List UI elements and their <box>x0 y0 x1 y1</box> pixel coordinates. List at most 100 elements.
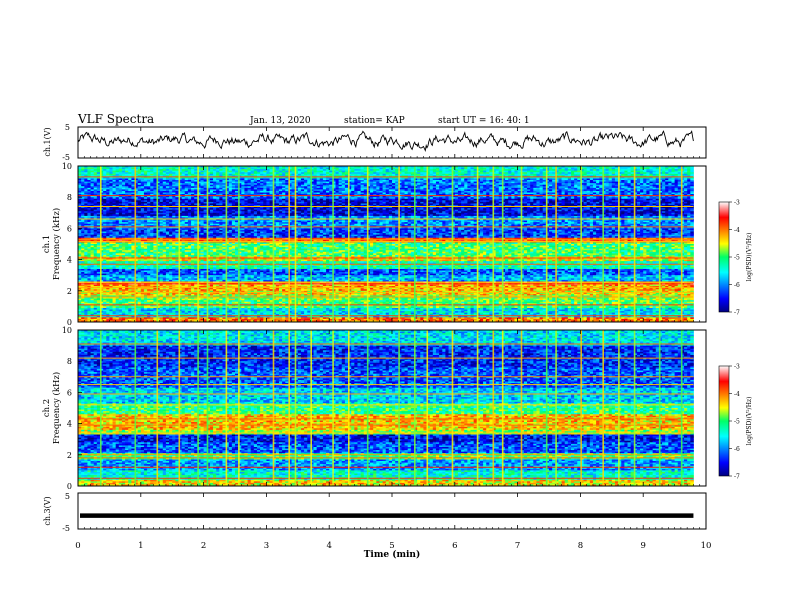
ch2-spectrogram-image <box>78 330 706 486</box>
ch1-spec-burst <box>226 166 228 322</box>
ch2-spec-ytick-label: 10 <box>62 326 72 335</box>
ch2-spec-burst <box>238 330 240 486</box>
ch3-ytick-bottom: -5 <box>62 524 70 533</box>
ch1-spec-burst <box>452 166 454 322</box>
ch2-spec-burst <box>273 330 275 486</box>
ch1-spec-burst <box>332 166 334 322</box>
ch1-spec-burst <box>555 166 557 322</box>
ch1-spec-burst <box>197 166 199 322</box>
ch1-spec-burst <box>348 166 350 322</box>
ch1-spec-burst <box>238 166 240 322</box>
start-time-label: start UT = 16: 40: 1 <box>438 116 530 126</box>
ch2-spec-burst <box>398 330 400 486</box>
ch2-spec-burst <box>135 330 137 486</box>
ch1-spec-burst <box>273 166 275 322</box>
ch2-spec-burst <box>179 330 181 486</box>
ch1-spec-burst <box>310 166 312 322</box>
ch2-spec-burst <box>332 330 334 486</box>
ch1-spec-ytick-label: 8 <box>67 193 72 202</box>
ch2-colorbar-label: log(PSD)(V²/Hz) <box>746 397 753 446</box>
ch1-spec-burst <box>477 166 479 322</box>
ch2-spec-burst <box>288 330 290 486</box>
ch1-spec-burst <box>288 166 290 322</box>
time-tick-label: 0 <box>75 541 80 551</box>
station-label: station= KAP <box>344 116 405 126</box>
ch1-spec-burst <box>295 166 297 322</box>
ch2-colorbar-tick-label: -6 <box>734 446 740 453</box>
ch2-spec-burst <box>555 330 557 486</box>
ch2-spec-burst <box>618 330 620 486</box>
ch1-spectrogram-image <box>78 166 706 322</box>
ch1-colorbar-label: log(PSD)(V²/Hz) <box>746 233 753 282</box>
ch1-spec-burst <box>367 166 369 322</box>
ch1-spec-burst <box>427 166 429 322</box>
vlf-figure: VLF Spectra Jan. 13, 2020 station= KAP s… <box>0 0 792 612</box>
ch2-spec-burst <box>427 330 429 486</box>
ch2-spec-ytick-label: 2 <box>67 451 72 460</box>
ch3-waveform-panel: 5 -5 ch.3(V) <box>43 492 706 533</box>
ch2-spec-burst <box>477 330 479 486</box>
ch3-ytick-top: 5 <box>65 492 70 501</box>
ch1-colorbar-tick-label: -7 <box>734 310 740 317</box>
ch1-colorbar-tick-label: -3 <box>734 200 740 207</box>
ch2-spec-ytick-label: 0 <box>67 482 72 491</box>
ch1-spec-burst <box>681 166 683 322</box>
ch2-spec-burst <box>157 330 159 486</box>
ch2-spec-ytick-label: 4 <box>67 420 72 429</box>
ch2-spec-burst <box>348 330 350 486</box>
ch1-colorbar-tick-label: -4 <box>734 227 740 234</box>
ch1-spec-burst <box>414 166 416 322</box>
ch2-colorbar-tick-label: -3 <box>734 364 740 371</box>
ch1-spec-ytick-label: 4 <box>67 256 72 265</box>
ch2-spec-burst <box>197 330 199 486</box>
ch2-spec-burst <box>681 330 683 486</box>
time-tick-label: 9 <box>640 541 645 551</box>
ch2-colorbar-tick-label: -4 <box>734 391 740 398</box>
ch2-spec-burst <box>634 330 636 486</box>
ch1-colorbar-tick-label: -5 <box>734 255 740 262</box>
figure-title: VLF Spectra <box>77 112 154 126</box>
ch3-ylabel: ch.3(V) <box>43 496 52 525</box>
time-tick-label: 7 <box>515 541 520 551</box>
ch2-spec-burst <box>226 330 228 486</box>
ch2-ylabel-frequency: Frequency (kHz) <box>51 372 62 444</box>
time-tick-label: 6 <box>452 541 457 551</box>
ch2-ylabel-channel: ch.2 <box>42 399 52 417</box>
ch3-waveform-frame <box>78 493 706 529</box>
ch2-spec-burst <box>602 330 604 486</box>
ch1-spec-ytick-label: 2 <box>67 287 72 296</box>
ch1-spec-burst <box>179 166 181 322</box>
ch2-spec-ytick-label: 6 <box>67 388 72 397</box>
ch2-colorbar-bar <box>719 366 729 476</box>
ch1-waveform-panel: 5 -5 ch.1(V) <box>43 123 706 162</box>
ch1-ylabel: ch.1(V) <box>43 127 52 156</box>
ch2-spec-burst <box>414 330 416 486</box>
time-tick-label: 8 <box>578 541 583 551</box>
ch2-spec-burst <box>367 330 369 486</box>
ch2-colorbar-tick-label: -5 <box>734 419 740 426</box>
time-tick-label: 10 <box>701 541 712 551</box>
ch2-spec-burst <box>521 330 523 486</box>
ch1-spec-burst <box>493 166 495 322</box>
time-axis-label: Time (min) <box>364 549 421 560</box>
ch1-colorbar-tick-label: -6 <box>734 282 740 289</box>
ch1-spec-burst <box>135 166 137 322</box>
ch2-spec-burst <box>502 330 504 486</box>
ch2-spec-burst <box>100 330 102 486</box>
ch2-spec-burst <box>580 330 582 486</box>
date-label: Jan. 13, 2020 <box>249 116 311 126</box>
ch2-spec-burst <box>659 330 661 486</box>
ch1-spec-burst <box>659 166 661 322</box>
time-tick-label: 1 <box>138 541 143 551</box>
ch2-colorbar-tick-label: -7 <box>734 474 740 481</box>
ch1-spec-burst <box>157 166 159 322</box>
ch2-spec-burst <box>310 330 312 486</box>
ch1-spec-burst <box>398 166 400 322</box>
ch1-spec-burst <box>546 166 548 322</box>
ch1-spec-burst <box>207 166 209 322</box>
ch1-spec-burst <box>602 166 604 322</box>
ch1-spec-ytick-label: 10 <box>62 162 72 171</box>
ch1-spec-burst <box>618 166 620 322</box>
